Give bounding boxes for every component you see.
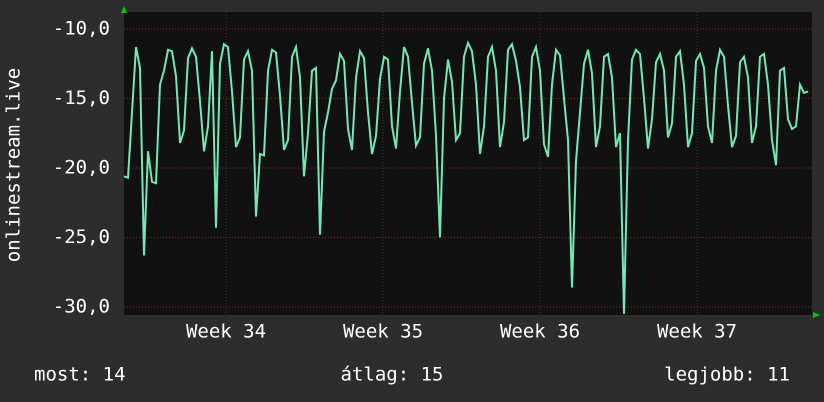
y-arrow <box>121 6 127 13</box>
y-axis-label: onlinestream.live <box>3 68 25 262</box>
x-tick-label: Week 35 <box>343 321 423 343</box>
stat-average: átlag: 15 <box>341 364 444 386</box>
x-tick-label: Week 34 <box>186 321 266 343</box>
x-arrow <box>813 312 820 318</box>
y-tick-label: -30,0 <box>53 295 110 317</box>
x-tick-label: Week 37 <box>657 321 737 343</box>
y-tick-label: -25,0 <box>53 226 110 248</box>
stat-best: legjobb: 11 <box>664 364 790 386</box>
y-tick-label: -20,0 <box>53 156 110 178</box>
plot-area <box>124 12 812 315</box>
stat-current: most: 14 <box>34 364 126 386</box>
y-tick-label: -15,0 <box>53 87 110 109</box>
x-tick-label: Week 36 <box>500 321 580 343</box>
y-tick-label: -10,0 <box>53 17 110 39</box>
data-line <box>123 40 809 314</box>
